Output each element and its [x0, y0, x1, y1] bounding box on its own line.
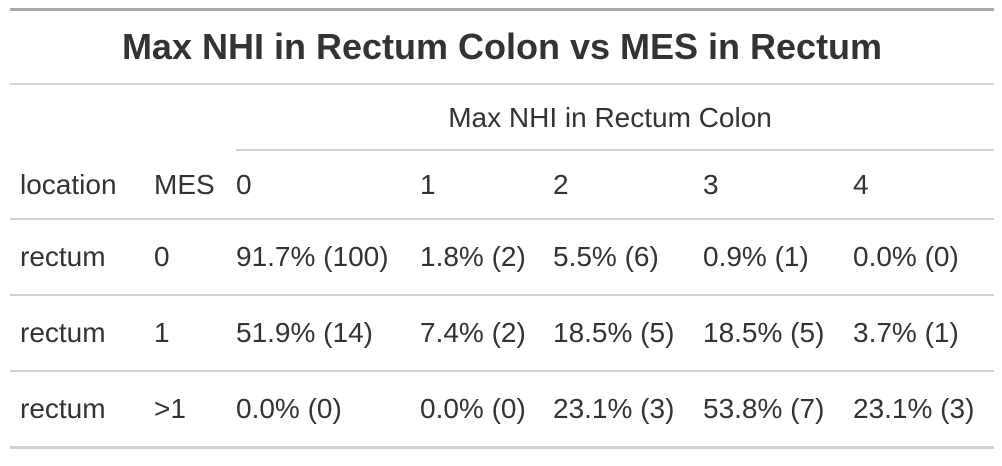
spanner-row: Max NHI in Rectum Colon	[10, 85, 995, 151]
cell-nhi-3: 18.5% (5)	[693, 295, 843, 372]
cell-nhi-1: 1.8% (2)	[410, 219, 543, 296]
column-header-location: location	[10, 151, 144, 220]
column-header-nhi-2: 2	[543, 151, 693, 220]
cell-nhi-0: 91.7% (100)	[226, 219, 410, 296]
spanner-blank-cell	[144, 85, 226, 151]
cell-nhi-0: 51.9% (14)	[226, 295, 410, 372]
table-row: rectum 1 51.9% (14) 7.4% (2) 18.5% (5) 1…	[10, 295, 995, 372]
spanner-underline	[236, 149, 995, 151]
table-row: rectum 0 91.7% (100) 1.8% (2) 5.5% (6) 0…	[10, 219, 995, 296]
cell-location: rectum	[10, 371, 144, 449]
cell-nhi-2: 5.5% (6)	[543, 219, 693, 296]
cell-mes: 1	[144, 295, 226, 372]
cell-nhi-4: 3.7% (1)	[843, 295, 995, 372]
cell-nhi-0: 0.0% (0)	[226, 371, 410, 449]
column-spanner: Max NHI in Rectum Colon	[226, 85, 995, 151]
column-spanner-label: Max NHI in Rectum Colon	[448, 102, 772, 133]
cell-nhi-4: 0.0% (0)	[843, 219, 995, 296]
summary-table-container: Max NHI in Rectum Colon vs MES in Rectum…	[10, 8, 995, 449]
column-header-row: location MES 0 1 2 3 4	[10, 151, 995, 220]
column-header-nhi-4: 4	[843, 151, 995, 220]
cell-nhi-1: 0.0% (0)	[410, 371, 543, 449]
cell-nhi-2: 18.5% (5)	[543, 295, 693, 372]
table-row: rectum >1 0.0% (0) 0.0% (0) 23.1% (3) 53…	[10, 371, 995, 449]
cell-nhi-3: 0.9% (1)	[693, 219, 843, 296]
crosstab-table: Max NHI in Rectum Colon location MES 0 1…	[10, 85, 995, 449]
spanner-blank-cell	[10, 85, 144, 151]
cell-nhi-1: 7.4% (2)	[410, 295, 543, 372]
column-header-nhi-1: 1	[410, 151, 543, 220]
cell-mes: >1	[144, 371, 226, 449]
cell-location: rectum	[10, 295, 144, 372]
column-header-mes: MES	[144, 151, 226, 220]
cell-nhi-3: 53.8% (7)	[693, 371, 843, 449]
column-header-nhi-0: 0	[226, 151, 410, 220]
column-header-nhi-3: 3	[693, 151, 843, 220]
cell-mes: 0	[144, 219, 226, 296]
table-top-rule	[10, 8, 994, 11]
cell-location: rectum	[10, 219, 144, 296]
table-title: Max NHI in Rectum Colon vs MES in Rectum	[10, 11, 994, 85]
cell-nhi-4: 23.1% (3)	[843, 371, 995, 449]
cell-nhi-2: 23.1% (3)	[543, 371, 693, 449]
